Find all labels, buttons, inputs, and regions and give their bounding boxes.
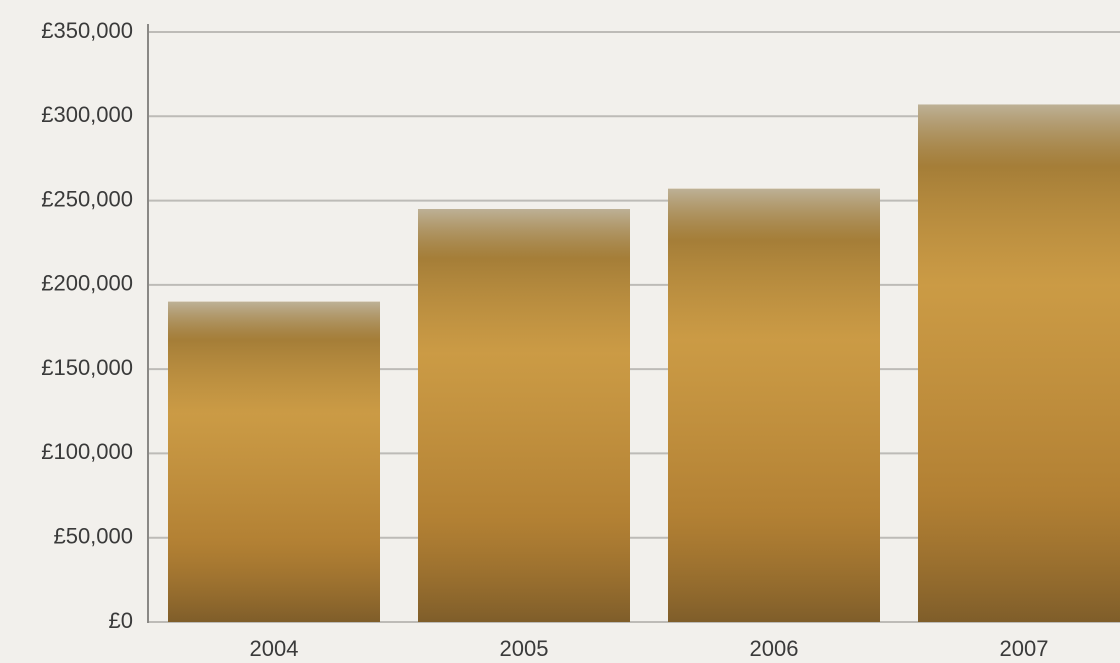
bars (168, 104, 1120, 622)
y-tick-label: £250,000 (41, 186, 133, 211)
bar-photo-shading (918, 104, 1120, 622)
x-tick-label: 2004 (250, 636, 299, 661)
x-tick-label: 2007 (1000, 636, 1049, 661)
y-tick-label: £100,000 (41, 439, 133, 464)
x-tick-label: 2005 (500, 636, 549, 661)
bar-photo-shading (668, 188, 880, 622)
y-tick-label: £50,000 (53, 524, 133, 549)
y-tick-label: £0 (109, 608, 133, 633)
y-tick-label: £300,000 (41, 102, 133, 127)
y-tick-label: £350,000 (41, 18, 133, 43)
bar-photo-shading (168, 301, 380, 622)
y-tick-label: £150,000 (41, 355, 133, 380)
labels: £0 £50,000 £100,000 £150,000 £200,000 £250,00… (41, 18, 1048, 661)
y-tick-label: £200,000 (41, 271, 133, 296)
x-tick-label: 2006 (750, 636, 799, 661)
bar-photo-shading (418, 209, 630, 622)
